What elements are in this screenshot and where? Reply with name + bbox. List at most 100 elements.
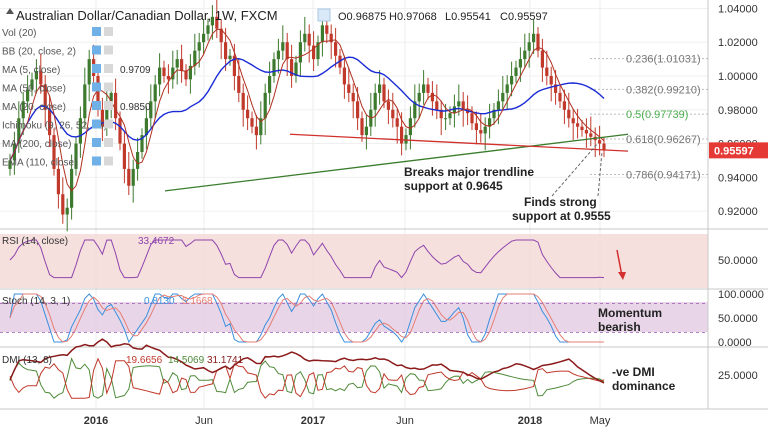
indicator-settings-icon[interactable] (92, 64, 101, 73)
candle-body (30, 79, 34, 90)
candle-body (325, 25, 329, 34)
indicator-hide-icon[interactable] (104, 45, 113, 55)
candle-body (567, 109, 571, 119)
candle-body (26, 89, 30, 102)
candle-body (193, 50, 197, 66)
candle-body (268, 76, 272, 93)
candle-body (246, 109, 250, 119)
candle-body (149, 101, 153, 119)
candle-body (136, 152, 140, 169)
candle-body (479, 130, 483, 134)
indicator-settings-icon[interactable] (92, 119, 101, 129)
momentum-annotation-line2: bearish (598, 320, 641, 334)
candle-body (457, 101, 461, 107)
candle-body (219, 28, 223, 43)
candle-body (554, 84, 558, 93)
candle-body (109, 92, 113, 102)
candle-body (360, 118, 364, 136)
indicator-hide-icon[interactable] (104, 27, 113, 36)
candle-body (298, 42, 302, 63)
fib-level-label: 0.236(1.01031) (626, 54, 701, 66)
candle-body (52, 135, 56, 169)
dmi-plus-value: 14.5069 (168, 355, 205, 366)
indicator-hide-icon[interactable] (104, 82, 113, 92)
rsi-down-arrow-head (618, 272, 626, 280)
dmi-tick-label: 25.0000 (718, 370, 758, 382)
candle-body (378, 84, 382, 93)
candle-body (228, 55, 232, 60)
price-tick-label: 1.04000 (718, 3, 758, 15)
indicator-hide-icon[interactable] (104, 119, 113, 129)
indicator-hide-icon[interactable] (104, 64, 113, 73)
candle-body (39, 70, 43, 85)
indicator-hide-icon[interactable] (104, 101, 113, 110)
candle-body (180, 59, 184, 71)
candle-body (87, 59, 91, 85)
candle-body (263, 92, 267, 119)
fib-level-label: 0.618(0.96267) (626, 134, 701, 146)
candle-body (514, 67, 518, 76)
candle-body (158, 67, 162, 85)
time-tick-label: 2017 (301, 415, 325, 427)
stoch-label: Stoch (14, 3, 1) (2, 296, 70, 307)
candle-body (312, 45, 316, 60)
candle-body (532, 33, 536, 43)
candle-body (259, 118, 263, 136)
indicator-hide-icon[interactable] (104, 138, 113, 147)
candle-body (598, 140, 602, 144)
candle-body (21, 101, 25, 119)
candle-body (307, 33, 311, 46)
candle-body (356, 101, 360, 119)
candle-body (540, 50, 544, 68)
candle-body (250, 118, 254, 127)
candle-body (527, 42, 531, 51)
time-tick-label: May (590, 415, 611, 427)
indicator-label: MA (50, close) (2, 84, 66, 95)
time-tick-label: Jun (396, 415, 414, 427)
ohlc-value: C0.95597 (500, 11, 548, 23)
dmi-minus-line (9, 357, 605, 399)
settings-icon[interactable] (317, 8, 331, 22)
candle-body (571, 118, 575, 124)
candle-body (100, 109, 104, 127)
fib-level-label: 0.5(0.97739) (626, 109, 688, 121)
candle-body (316, 42, 320, 60)
indicator-settings-icon[interactable] (92, 82, 101, 92)
indicator-hide-icon[interactable] (104, 156, 113, 166)
current-price-tag (709, 142, 768, 159)
indicator-label: MA (200, close) (2, 139, 71, 150)
indicator-label: MA (5, close) (2, 65, 60, 76)
candle-body (364, 126, 368, 136)
rising-trendline (164, 133, 629, 192)
indicator-settings-icon[interactable] (92, 138, 101, 147)
dmi-label: DMI (13, 8) (2, 355, 52, 366)
candle-body (510, 76, 514, 85)
indicator-settings-icon[interactable] (92, 101, 101, 110)
candle-body (281, 42, 285, 51)
candle-body (320, 25, 324, 43)
candle-body (210, 16, 214, 26)
candle-body (488, 118, 492, 127)
candle-body (518, 59, 522, 68)
indicator-settings-icon[interactable] (92, 156, 101, 166)
indicator-settings-icon[interactable] (92, 45, 101, 55)
candle-body (276, 50, 280, 60)
candle-body (400, 126, 404, 144)
indicator-settings-icon[interactable] (92, 27, 101, 36)
momentum-annotation-line1: Momentum (598, 306, 662, 320)
candle-body (175, 59, 179, 68)
candle-body (386, 101, 390, 110)
candle-body (391, 109, 395, 119)
collapse-icon[interactable] (6, 8, 14, 14)
time-tick-label: 2018 (518, 415, 542, 427)
price-tick-label: 0.94000 (718, 172, 758, 184)
candle-body (65, 207, 69, 215)
support-annotation-line2: support at 0.9555 (512, 209, 611, 223)
candle-body (496, 101, 500, 110)
horizontal-support-line (289, 133, 629, 152)
ma5-line (9, 28, 605, 192)
candle-body (505, 84, 509, 93)
candle-body (413, 101, 417, 119)
candle-body (48, 109, 52, 136)
